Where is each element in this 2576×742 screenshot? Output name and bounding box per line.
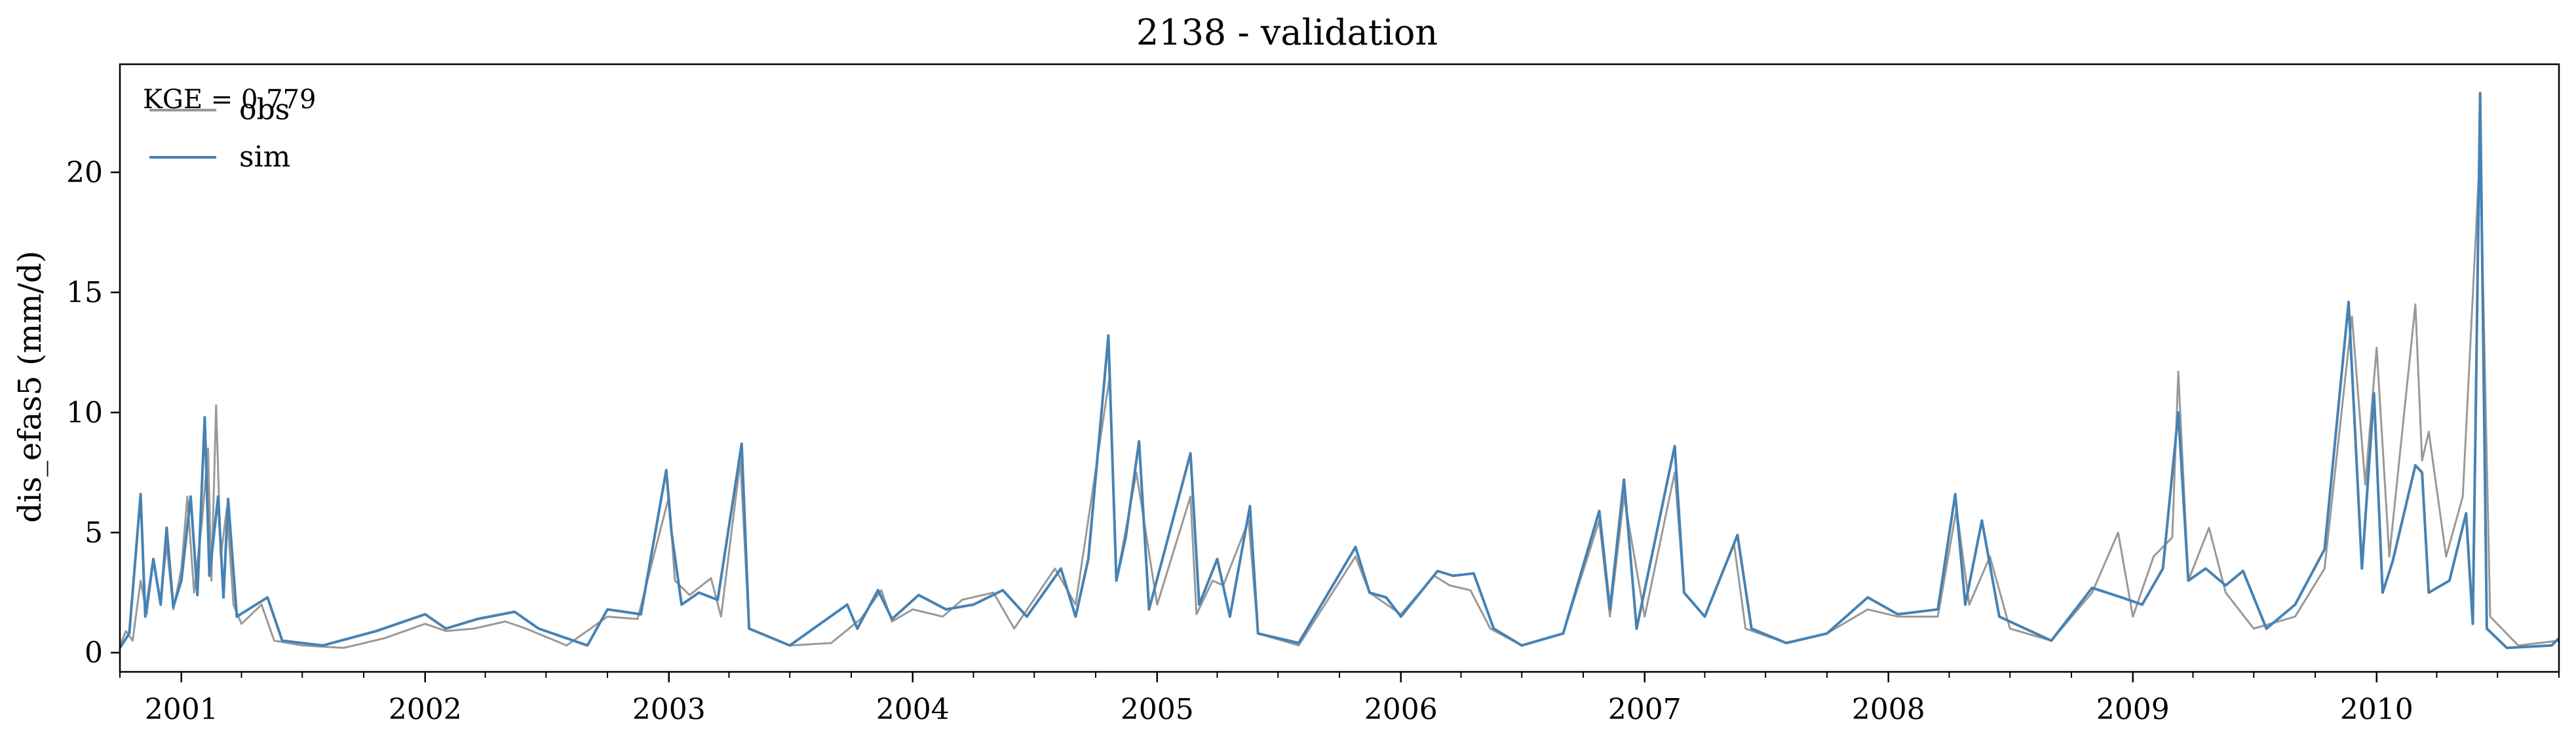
x-tick-label: 2008 [1852, 693, 1925, 726]
y-tick-label: 10 [66, 396, 103, 429]
y-tick-label: 20 [66, 156, 103, 189]
x-tick-label: 2005 [1121, 693, 1194, 726]
x-tick-label: 2007 [1608, 693, 1682, 726]
x-tick-label: 2001 [145, 693, 218, 726]
legend-label-sim: sim [239, 140, 290, 174]
x-axis: 2001 2002 2003 2004 2005 2006 2007 2008 2009 2010 [119, 672, 2560, 726]
x-tick-label: 2003 [632, 693, 706, 726]
y-axis: 0 5 10 15 20 [66, 156, 120, 670]
x-tick-label: 2006 [1364, 693, 1438, 726]
x-tick-label: 2009 [2096, 693, 2170, 726]
legend: obs sim [149, 93, 290, 174]
y-axis-label: dis_efas5 (mm/d) [12, 250, 48, 522]
plot-series [119, 92, 2560, 650]
chart-title: 2138 - validation [1136, 12, 1438, 53]
x-tick-label: 2004 [876, 693, 950, 726]
series-line-sim [119, 92, 2560, 650]
series-line-obs [119, 147, 2560, 649]
kge-annotation: KGE = 0.779 [143, 85, 317, 115]
legend-label-obs: obs [239, 93, 290, 127]
x-tick-label: 2002 [389, 693, 462, 726]
y-tick-label: 0 [85, 636, 103, 670]
x-tick-label: 2010 [2340, 693, 2413, 726]
y-tick-label: 15 [66, 276, 103, 309]
y-tick-label: 5 [85, 516, 103, 549]
